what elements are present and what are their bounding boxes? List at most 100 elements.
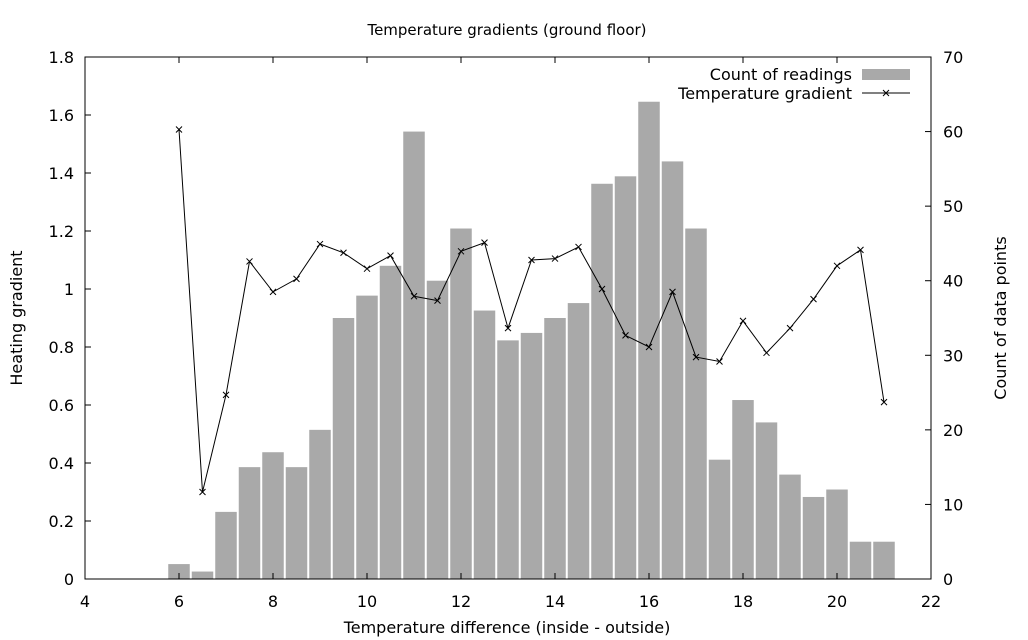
bar (356, 295, 378, 579)
y-tick-label: 1.6 (49, 106, 74, 125)
gradient-point (645, 343, 653, 351)
bar (638, 101, 660, 579)
y2-tick-label: 30 (943, 346, 963, 365)
bar (779, 474, 801, 579)
bar (873, 541, 895, 579)
x-tick-label: 20 (827, 592, 847, 611)
x-axis-label: Temperature difference (inside - outside… (343, 618, 671, 637)
y-tick-label: 1.4 (49, 164, 74, 183)
gradient-point (222, 391, 230, 399)
bar (826, 489, 848, 579)
y2-tick-label: 10 (943, 495, 963, 514)
gradient-point (598, 285, 606, 293)
x-tick-label: 6 (174, 592, 184, 611)
gradient-point (293, 275, 300, 283)
gradient-point (434, 297, 441, 304)
bar (755, 422, 778, 579)
bar (685, 228, 707, 579)
bar (567, 303, 590, 579)
legend-label-readings: Count of readings (710, 65, 852, 84)
bar (497, 340, 519, 579)
y-axis-label: Heating gradient (7, 250, 26, 385)
gradient-point (363, 265, 371, 273)
bar (191, 571, 214, 579)
gradient-point (716, 358, 723, 365)
gradient-point (575, 243, 582, 251)
y2-tick-label: 50 (943, 197, 963, 216)
y2-tick-label: 60 (943, 123, 963, 142)
gradient-point (199, 488, 206, 496)
gradient-point (481, 239, 488, 246)
y-tick-label: 1 (64, 280, 74, 299)
bar (309, 429, 331, 579)
gradient-point (786, 324, 794, 332)
gradient-point (857, 246, 864, 254)
y-tick-label: 0.2 (49, 512, 74, 531)
legend-swatch-readings (862, 69, 910, 80)
y-tick-label: 0.6 (49, 396, 74, 415)
gradient-point (622, 332, 629, 339)
bar (708, 459, 731, 579)
bar (379, 265, 402, 579)
bar (544, 318, 566, 579)
gradient-point (528, 256, 535, 264)
gradient-point (551, 255, 559, 262)
y2-axis-label: Count of data points (991, 236, 1010, 399)
bar (802, 496, 825, 579)
gradient-point (340, 249, 347, 257)
y-tick-label: 0.8 (49, 338, 74, 357)
x-tick-label: 16 (639, 592, 659, 611)
bar (262, 452, 284, 579)
gradient-point (880, 398, 888, 406)
x-tick-label: 18 (733, 592, 753, 611)
bar (661, 161, 684, 579)
x-tick-label: 14 (545, 592, 565, 611)
gradient-point (669, 288, 676, 296)
bar (520, 332, 543, 579)
bar (285, 467, 308, 579)
y-tick-label: 1.2 (49, 222, 74, 241)
bar (426, 280, 449, 579)
gradient-point (246, 258, 253, 265)
y2-tick-label: 20 (943, 421, 963, 440)
y-tick-label: 0.4 (49, 454, 74, 473)
bar (450, 228, 472, 579)
ticks-layer: 4 6 8 10 12 14 16 18 20 2200.20.40.60.811.21.41.6… (49, 48, 964, 611)
bar (849, 541, 872, 579)
legend-swatch-gradient-marker (882, 89, 890, 97)
bar (473, 310, 496, 579)
y2-tick-label: 0 (943, 570, 953, 589)
gradient-point (269, 288, 277, 296)
bar (332, 318, 355, 579)
bar (215, 511, 237, 579)
gradient-point (387, 252, 394, 260)
chart-title: Temperature gradients (ground floor) (366, 21, 646, 39)
bar (168, 564, 190, 579)
gradient-point (763, 349, 770, 357)
bar (238, 467, 261, 579)
gradient-point (739, 317, 747, 325)
x-tick-label: 4 (80, 592, 90, 611)
y-tick-label: 1.8 (49, 48, 74, 67)
line-layer (175, 126, 888, 496)
y-tick-label: 0 (64, 570, 74, 589)
bar (614, 176, 637, 580)
gradient-point (316, 240, 324, 248)
bars-layer (168, 101, 895, 580)
gradient-point (810, 295, 817, 303)
gradient-point (692, 353, 700, 361)
plot-frame (84, 56, 932, 580)
gradient-point (175, 126, 183, 133)
x-tick-label: 8 (268, 592, 278, 611)
gradient-point (410, 292, 418, 300)
legend-label-gradient: Temperature gradient (677, 84, 852, 103)
x-tick-label: 10 (357, 592, 377, 611)
bar (591, 183, 613, 579)
bar (403, 131, 425, 580)
y2-tick-label: 40 (943, 272, 963, 291)
gradient-point (833, 262, 841, 270)
x-tick-label: 12 (451, 592, 471, 611)
x-tick-label: 22 (921, 592, 941, 611)
